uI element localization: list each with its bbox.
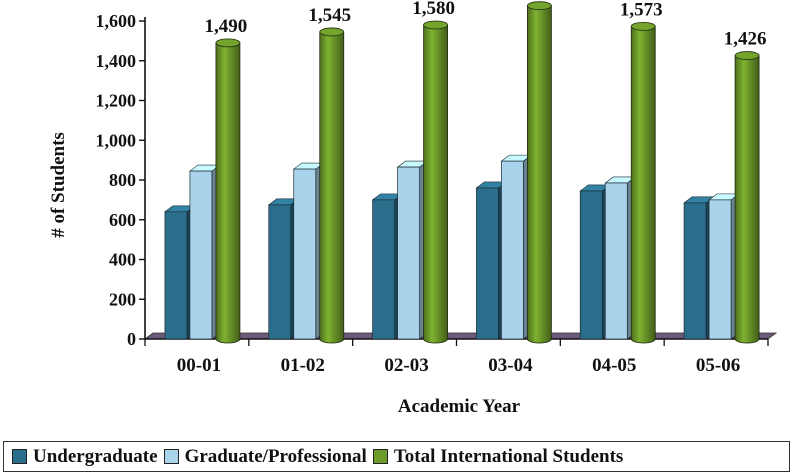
bar-front xyxy=(164,211,188,340)
x-tick-label: 00-01 xyxy=(177,355,221,376)
y-axis-title: # of Students xyxy=(48,132,69,238)
y-tick-label: 1,000 xyxy=(96,130,137,150)
data-label: 1,490 xyxy=(205,16,248,37)
bar xyxy=(423,20,448,344)
bar-front xyxy=(683,202,707,340)
y-tick-label: 1,200 xyxy=(96,91,137,111)
bar-body xyxy=(527,5,552,344)
bar xyxy=(189,164,221,340)
y-tick-label: 400 xyxy=(109,250,136,270)
bar-body xyxy=(734,55,760,344)
bar xyxy=(215,38,241,344)
bar-front xyxy=(708,199,732,340)
x-tick-label: 02-03 xyxy=(384,355,428,376)
bar-cap xyxy=(215,38,241,48)
legend-swatch-undergraduate xyxy=(12,449,27,464)
bar xyxy=(396,160,429,340)
legend-item-graduate-professional: Graduate/Professional xyxy=(163,445,367,468)
x-tick-label: 03-04 xyxy=(488,355,533,376)
bar xyxy=(604,176,637,340)
data-label: 1,545 xyxy=(308,5,351,26)
bar-body xyxy=(423,24,448,344)
legend-label-graduate-professional: Graduate/Professional xyxy=(184,445,367,467)
legend-swatch-graduate-professional xyxy=(163,449,179,464)
legend-item-total-international: Total International Students xyxy=(372,445,624,468)
x-tick-label: 05-06 xyxy=(696,355,740,376)
y-tick-label: 600 xyxy=(109,210,136,230)
bar-body xyxy=(215,42,241,344)
bar-front xyxy=(372,199,395,340)
bar-cap xyxy=(630,21,656,31)
bar-cap xyxy=(734,51,760,60)
bar-front xyxy=(397,166,420,340)
bar xyxy=(734,51,760,344)
legend-swatch-total-international xyxy=(372,449,388,464)
bar-front xyxy=(189,170,213,340)
data-label: 1,426 xyxy=(724,29,767,50)
y-tick-label: 1,600 xyxy=(96,11,137,31)
legend-label-undergraduate: Undergraduate xyxy=(33,445,158,467)
bar-front xyxy=(579,190,603,340)
bar-front xyxy=(268,204,292,340)
bar-body xyxy=(319,31,345,344)
y-tick-label: 0 xyxy=(127,329,136,349)
bar xyxy=(319,27,345,344)
bar xyxy=(527,1,552,344)
bar xyxy=(292,162,325,340)
x-axis-ticks: 00-01 01-02 02-03 03-04 04-05 05-06 xyxy=(144,339,769,376)
y-axis-ticks: 0 200 400 600 800 1,000 1,200 1,400 1,600 xyxy=(96,11,145,349)
legend-item-undergraduate: Undergraduate xyxy=(12,446,158,468)
bar-cap xyxy=(319,27,345,37)
data-label: 1,573 xyxy=(620,0,663,20)
bar-cap xyxy=(527,1,552,11)
bar xyxy=(500,154,533,340)
bar-front xyxy=(293,168,317,340)
y-tick-label: 1,400 xyxy=(96,51,137,71)
bars xyxy=(164,1,760,344)
bar-front xyxy=(501,160,524,340)
legend-label-total-international: Total International Students xyxy=(393,445,624,467)
bar xyxy=(708,193,740,340)
data-label: 1,580 xyxy=(412,0,455,19)
x-axis-title: Academic Year xyxy=(398,396,521,417)
bar xyxy=(630,21,656,344)
bar-body xyxy=(630,25,656,344)
bar-front xyxy=(476,187,499,340)
x-tick-label: 01-02 xyxy=(281,355,325,376)
legend: Undergraduate Graduate/Professional Tota… xyxy=(3,441,790,472)
bar-cap xyxy=(423,20,448,30)
y-tick-label: 200 xyxy=(109,289,136,309)
x-tick-label: 04-05 xyxy=(592,355,636,376)
bar-front xyxy=(604,182,628,340)
y-tick-label: 800 xyxy=(109,170,136,190)
